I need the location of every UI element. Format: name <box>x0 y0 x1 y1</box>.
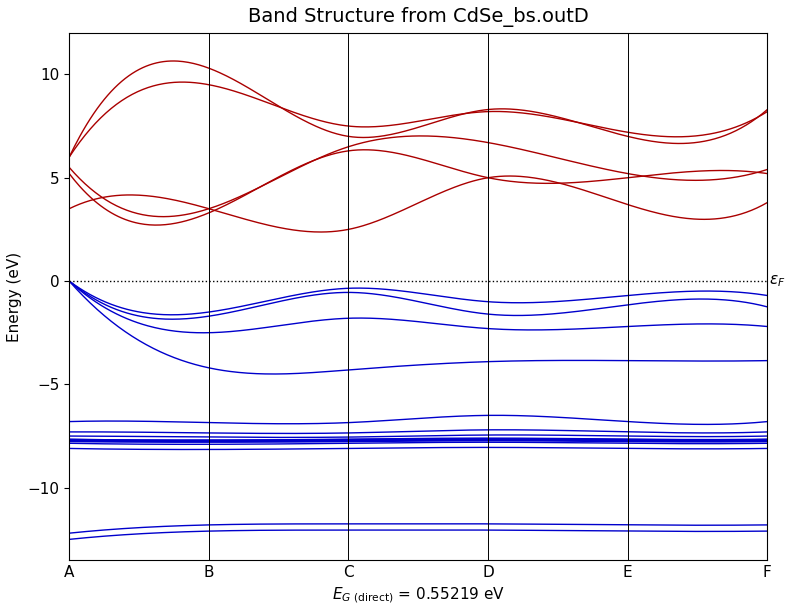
Title: Band Structure from CdSe_bs.outD: Band Structure from CdSe_bs.outD <box>248 7 588 27</box>
X-axis label: $E_{G\mathrm{\ (direct)}}$ = 0.55219 eV: $E_{G\mathrm{\ (direct)}}$ = 0.55219 eV <box>332 586 505 605</box>
Text: $\varepsilon_F$: $\varepsilon_F$ <box>769 273 785 289</box>
Y-axis label: Energy (eV): Energy (eV) <box>7 252 22 341</box>
